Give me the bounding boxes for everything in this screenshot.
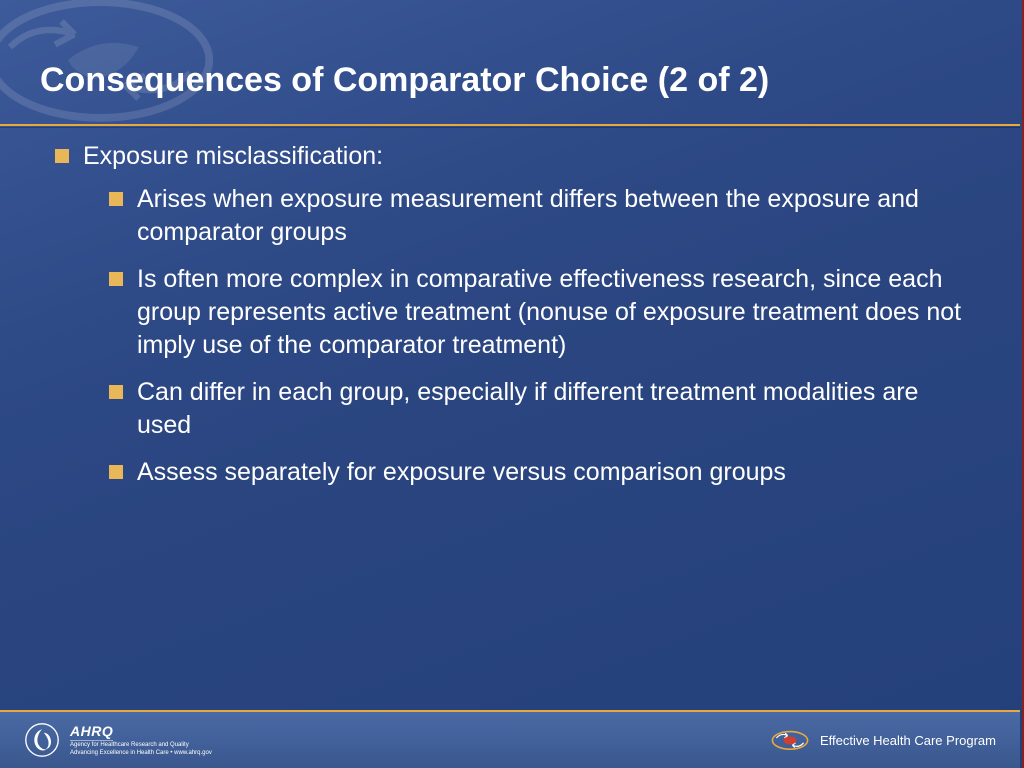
bullet-text: Exposure misclassification:: [83, 140, 383, 173]
footer-bar: AHRQ Agency for Healthcare Research and …: [0, 712, 1020, 768]
ehc-program-text: Effective Health Care Program: [820, 733, 996, 748]
presentation-slide: Consequences of Comparator Choice (2 of …: [0, 0, 1024, 768]
ehc-logo-icon: [770, 726, 810, 754]
bullet-text: Assess separately for exposure versus co…: [137, 456, 786, 489]
bullet-marker-icon: [109, 272, 123, 286]
slide-title-bar: Consequences of Comparator Choice (2 of …: [0, 0, 1022, 126]
bullet-marker-icon: [55, 149, 69, 163]
bullet-level2: Is often more complex in comparative eff…: [109, 263, 977, 362]
bullet-text: Arises when exposure measurement differs…: [137, 183, 977, 249]
bullet-marker-icon: [109, 385, 123, 399]
bullet-level1: Exposure misclassification:: [55, 140, 977, 173]
title-underline-shadow: [0, 127, 1020, 128]
footer-left-logos: AHRQ Agency for Healthcare Research and …: [24, 722, 212, 758]
bullet-level2: Can differ in each group, especially if …: [109, 376, 977, 442]
bullet-text: Is often more complex in comparative eff…: [137, 263, 977, 362]
slide-footer: AHRQ Agency for Healthcare Research and …: [0, 710, 1020, 768]
ahrq-subtitle-2: Advancing Excellence in Health Care • ww…: [70, 750, 212, 758]
bullet-text: Can differ in each group, especially if …: [137, 376, 977, 442]
ahrq-subtitle-1: Agency for Healthcare Research and Quali…: [70, 742, 212, 750]
bullet-level2: Assess separately for exposure versus co…: [109, 456, 977, 489]
footer-right-logo: Effective Health Care Program: [770, 726, 996, 754]
bullet-level2: Arises when exposure measurement differs…: [109, 183, 977, 249]
ahrq-logo-text: AHRQ: [70, 723, 113, 741]
bullet-marker-icon: [109, 192, 123, 206]
slide-content: Exposure misclassification: Arises when …: [0, 126, 1022, 489]
title-underline: [0, 124, 1020, 126]
hhs-logo-icon: [24, 722, 60, 758]
bullet-marker-icon: [109, 465, 123, 479]
ahrq-block: AHRQ Agency for Healthcare Research and …: [70, 723, 212, 758]
slide-title: Consequences of Comparator Choice (2 of …: [40, 60, 982, 101]
